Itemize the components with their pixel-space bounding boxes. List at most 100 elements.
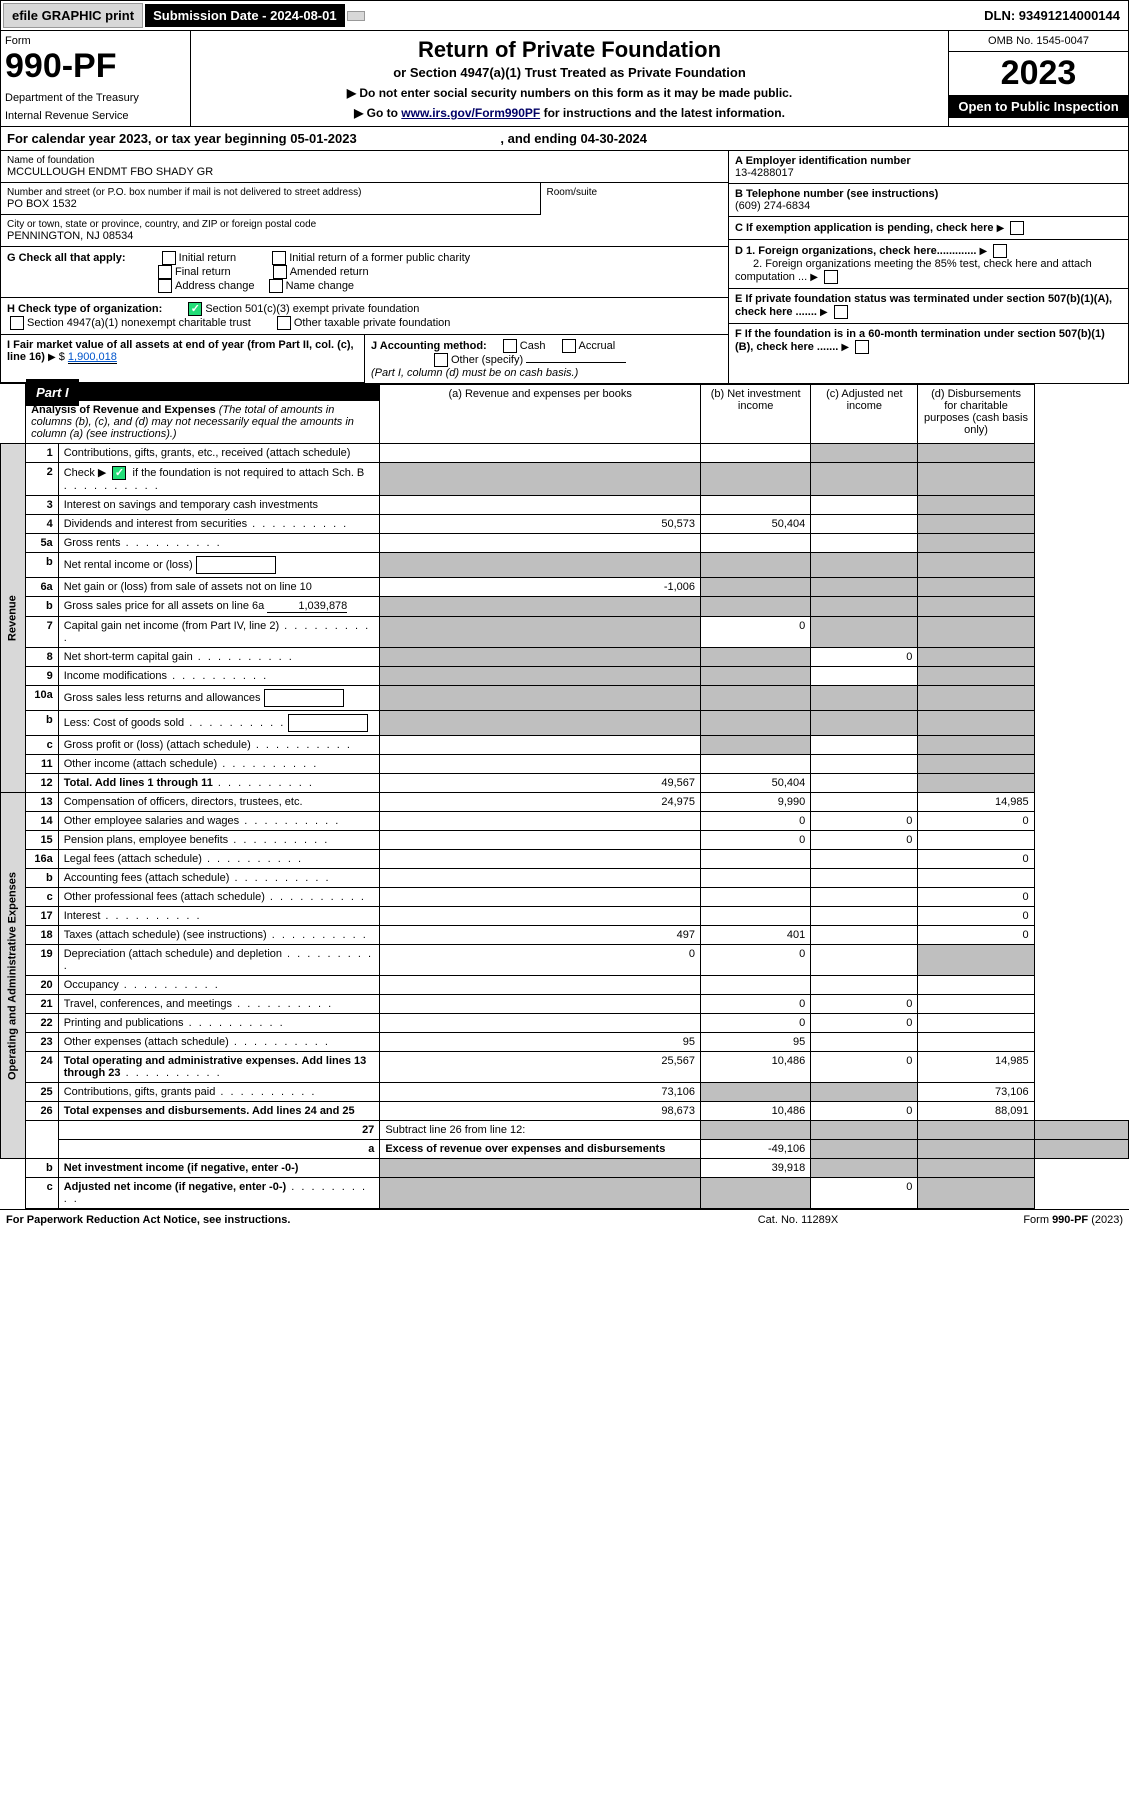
initial-return-checkbox[interactable]	[162, 251, 176, 265]
irs-label: Internal Revenue Service	[5, 110, 186, 122]
line-23-label: Other expenses (attach schedule)	[58, 1033, 380, 1052]
ssn-warning: ▶ Do not enter social security numbers o…	[197, 86, 942, 100]
l6a-col-a: -1,006	[380, 578, 701, 597]
line-10a-label: Gross sales less returns and allowances	[58, 686, 380, 711]
ein-label: A Employer identification number	[735, 155, 911, 167]
line-21-label: Travel, conferences, and meetings	[58, 995, 380, 1014]
l26-col-c: 0	[811, 1102, 918, 1121]
part-1-label: Part I	[26, 379, 79, 406]
l27b-col-b: 39,918	[701, 1159, 811, 1178]
accrual-checkbox[interactable]	[562, 339, 576, 353]
line-17-label: Interest	[58, 907, 380, 926]
address: PO BOX 1532	[7, 198, 534, 210]
pra-notice: For Paperwork Reduction Act Notice, see …	[6, 1214, 673, 1226]
l16a-col-d: 0	[918, 850, 1034, 869]
address-change-checkbox[interactable]	[158, 279, 172, 293]
l14-col-d: 0	[918, 812, 1034, 831]
line-20-label: Occupancy	[58, 976, 380, 995]
col-c-header: (c) Adjusted net income	[811, 385, 918, 444]
l24-col-d: 14,985	[918, 1052, 1034, 1083]
l26-col-a: 98,673	[380, 1102, 701, 1121]
line-27c-label: Adjusted net income (if negative, enter …	[58, 1178, 380, 1209]
l19-col-a: 0	[380, 945, 701, 976]
60month-checkbox[interactable]	[855, 340, 869, 354]
l13-col-d: 14,985	[918, 793, 1034, 812]
room-label: Room/suite	[547, 187, 723, 198]
line-6a-label: Net gain or (loss) from sale of assets n…	[58, 578, 380, 597]
terminated-checkbox[interactable]	[834, 305, 848, 319]
4947-checkbox[interactable]	[10, 316, 24, 330]
line-8-label: Net short-term capital gain	[58, 648, 380, 667]
form-footer: For Paperwork Reduction Act Notice, see …	[0, 1209, 1129, 1230]
amended-return-checkbox[interactable]	[273, 265, 287, 279]
line-10c-label: Gross profit or (loss) (attach schedule)	[58, 736, 380, 755]
form-title: Return of Private Foundation	[197, 37, 942, 63]
final-return-checkbox[interactable]	[158, 265, 172, 279]
form-identifier-block: Form 990-PF Department of the Treasury I…	[1, 31, 191, 126]
l21-col-c: 0	[811, 995, 918, 1014]
calendar-year-line: For calendar year 2023, or tax year begi…	[0, 127, 1129, 151]
exemption-pending-checkbox[interactable]	[1010, 221, 1024, 235]
efile-print-button[interactable]: efile GRAPHIC print	[3, 3, 143, 28]
ein-value: 13-4288017	[735, 167, 794, 179]
arrow-icon	[997, 222, 1005, 234]
city-value: PENNINGTON, NJ 08534	[7, 230, 722, 242]
name-change-checkbox[interactable]	[269, 279, 283, 293]
other-taxable-checkbox[interactable]	[277, 316, 291, 330]
line-6b-label: Gross sales price for all assets on line…	[58, 597, 380, 617]
l23-col-b: 95	[701, 1033, 811, 1052]
city-label: City or town, state or province, country…	[7, 219, 722, 230]
line-13-label: Compensation of officers, directors, tru…	[58, 793, 380, 812]
initial-former-checkbox[interactable]	[272, 251, 286, 265]
l17-col-d: 0	[918, 907, 1034, 926]
line-16a-label: Legal fees (attach schedule)	[58, 850, 380, 869]
line-10b-label: Less: Cost of goods sold	[58, 711, 380, 736]
sch-b-checkbox[interactable]	[112, 466, 126, 480]
foundation-name-label: Name of foundation	[7, 155, 722, 166]
section-f-label: F If the foundation is in a 60-month ter…	[735, 328, 1105, 353]
l14-col-c: 0	[811, 812, 918, 831]
arrow-icon	[980, 245, 988, 257]
line-2-label: Check ▶ if the foundation is not require…	[58, 463, 380, 496]
section-e-label: E If private foundation status was termi…	[735, 293, 1112, 318]
line-18-label: Taxes (attach schedule) (see instruction…	[58, 926, 380, 945]
section-g-label: G Check all that apply:	[7, 252, 126, 264]
l24-col-c: 0	[811, 1052, 918, 1083]
501c3-checkbox[interactable]	[188, 302, 202, 316]
line-4-label: Dividends and interest from securities	[58, 515, 380, 534]
form-label: Form	[5, 35, 186, 47]
form-title-block: Return of Private Foundation or Section …	[191, 31, 948, 126]
l25-col-a: 73,106	[380, 1083, 701, 1102]
part-1-title: Analysis of Revenue and Expenses	[31, 404, 216, 416]
85pct-checkbox[interactable]	[824, 270, 838, 284]
other-method-checkbox[interactable]	[434, 353, 448, 367]
line-5b-label: Net rental income or (loss)	[58, 553, 380, 578]
l14-col-b: 0	[701, 812, 811, 831]
line-7-label: Capital gain net income (from Part IV, l…	[58, 617, 380, 648]
l19-col-b: 0	[701, 945, 811, 976]
line-3-label: Interest on savings and temporary cash i…	[58, 496, 380, 515]
line-25-label: Contributions, gifts, grants paid	[58, 1083, 380, 1102]
l6b-value: 1,039,878	[267, 600, 347, 613]
form-number: 990-PF	[5, 47, 186, 86]
line-12-label: Total. Add lines 1 through 11	[58, 774, 380, 793]
l27c-col-c: 0	[811, 1178, 918, 1209]
foreign-org-checkbox[interactable]	[993, 244, 1007, 258]
l27a-col-a: -49,106	[701, 1140, 811, 1159]
l15-col-c: 0	[811, 831, 918, 850]
line-27b-label: Net investment income (if negative, ente…	[58, 1159, 380, 1178]
cash-checkbox[interactable]	[503, 339, 517, 353]
form-ref: Form 990-PF (2023)	[923, 1214, 1123, 1226]
col-a-header: (a) Revenue and expenses per books	[380, 385, 701, 444]
omb-number: OMB No. 1545-0047	[949, 31, 1128, 52]
public-inspection-label: Open to Public Inspection	[949, 95, 1128, 118]
l22-col-b: 0	[701, 1014, 811, 1033]
form-subtitle: or Section 4947(a)(1) Trust Treated as P…	[197, 65, 942, 80]
l26-col-d: 88,091	[918, 1102, 1034, 1121]
l4-col-a: 50,573	[380, 515, 701, 534]
submission-date-label: Submission Date - 2024-08-01	[145, 4, 345, 27]
fmv-value[interactable]: 1,900,018	[68, 351, 117, 364]
l15-col-b: 0	[701, 831, 811, 850]
irs-instructions-link[interactable]: www.irs.gov/Form990PF	[401, 106, 540, 120]
l7-col-b: 0	[701, 617, 811, 648]
